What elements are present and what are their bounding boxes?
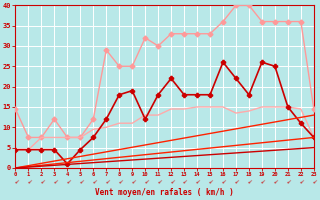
Text: ↓: ↓: [155, 179, 162, 186]
Text: ↓: ↓: [90, 179, 97, 186]
Text: ↓: ↓: [233, 179, 239, 186]
Text: ↓: ↓: [168, 179, 174, 186]
Text: ↓: ↓: [77, 179, 84, 186]
Text: ↓: ↓: [220, 179, 227, 186]
Text: ↓: ↓: [129, 179, 136, 186]
Text: ↓: ↓: [271, 179, 278, 186]
Text: ↓: ↓: [207, 179, 213, 186]
Text: ↓: ↓: [64, 179, 71, 186]
Text: ↓: ↓: [25, 179, 32, 186]
X-axis label: Vent moyen/en rafales ( km/h ): Vent moyen/en rafales ( km/h ): [95, 188, 234, 197]
Text: ↓: ↓: [116, 179, 123, 186]
Text: ↓: ↓: [51, 179, 58, 186]
Text: ↓: ↓: [194, 179, 200, 186]
Text: ↓: ↓: [310, 179, 317, 186]
Text: ↓: ↓: [245, 179, 252, 186]
Text: ↓: ↓: [298, 179, 304, 186]
Text: ↓: ↓: [38, 179, 45, 186]
Text: ↓: ↓: [181, 179, 188, 186]
Text: ↓: ↓: [284, 179, 291, 186]
Text: ↓: ↓: [12, 179, 19, 186]
Text: ↓: ↓: [142, 179, 148, 186]
Text: ↓: ↓: [103, 179, 110, 186]
Text: ↓: ↓: [259, 179, 265, 186]
